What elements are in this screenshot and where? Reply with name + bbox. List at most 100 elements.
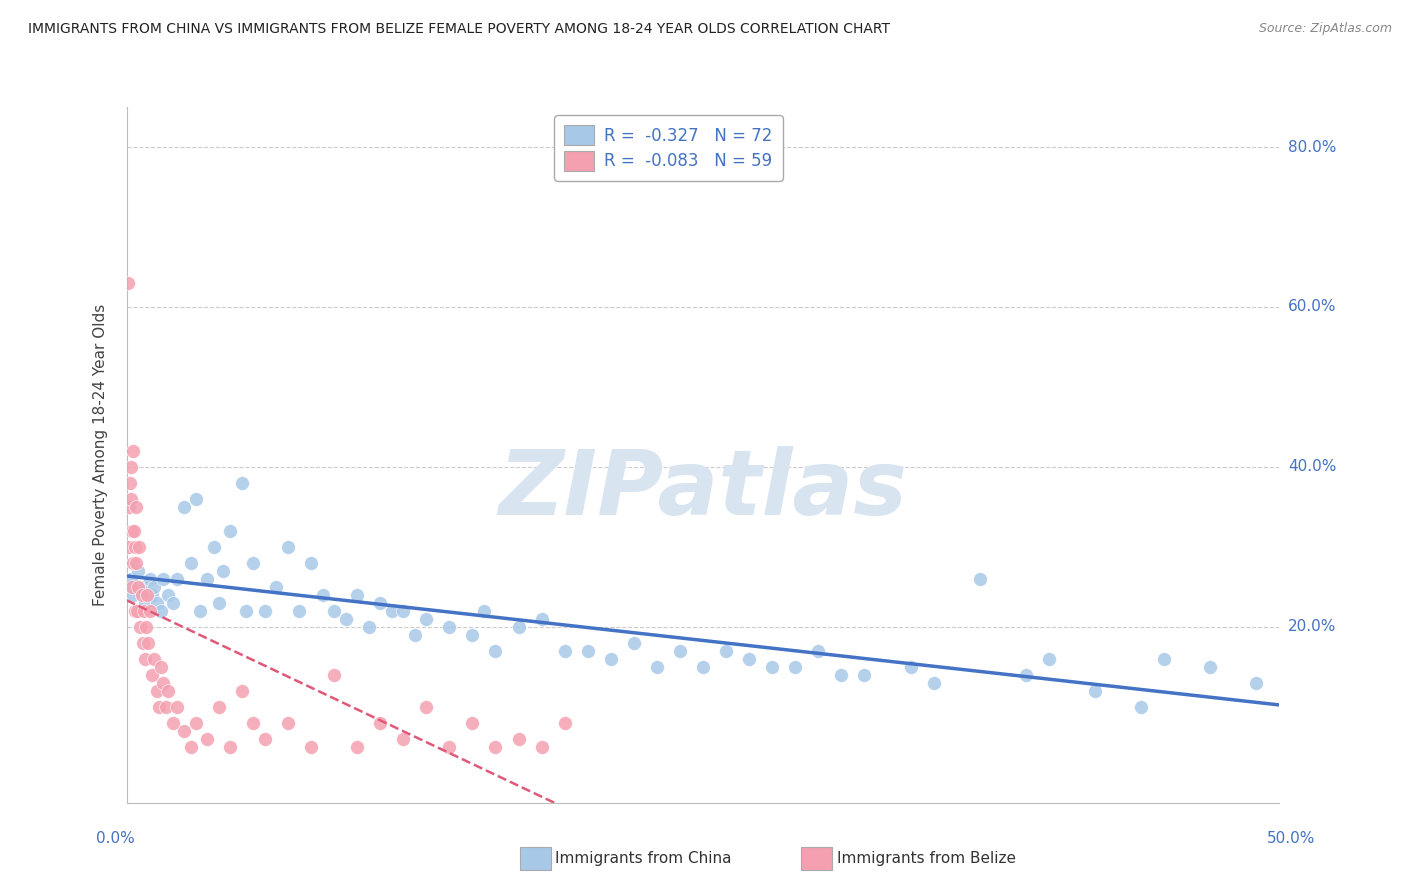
Point — [195, 731, 218, 746]
Point — [120, 572, 142, 586]
Point — [143, 652, 166, 666]
Point — [922, 676, 945, 690]
Point — [381, 604, 404, 618]
Point — [188, 604, 211, 618]
Point — [184, 491, 207, 506]
Point — [219, 524, 242, 538]
Point — [131, 636, 153, 650]
Point — [645, 660, 668, 674]
Point — [738, 652, 761, 666]
Point — [121, 580, 143, 594]
Point — [166, 572, 188, 586]
Point — [121, 524, 143, 538]
Point — [404, 628, 426, 642]
Point — [830, 668, 852, 682]
Point — [141, 588, 163, 602]
Point — [807, 644, 830, 658]
Point — [1130, 699, 1153, 714]
Point — [277, 715, 299, 730]
Point — [235, 604, 257, 618]
Point — [288, 604, 311, 618]
Point — [184, 715, 207, 730]
Point — [118, 580, 141, 594]
Point — [392, 604, 415, 618]
Point — [853, 668, 876, 682]
Point — [128, 540, 150, 554]
Point — [785, 660, 807, 674]
Point — [669, 644, 692, 658]
Point — [323, 668, 346, 682]
Point — [129, 620, 152, 634]
Point — [599, 652, 621, 666]
Point — [134, 652, 156, 666]
Point — [118, 540, 141, 554]
Point — [120, 459, 142, 474]
Point — [692, 660, 714, 674]
Point — [623, 636, 645, 650]
Point — [122, 588, 145, 602]
Point — [415, 699, 437, 714]
Point — [530, 739, 553, 754]
Point — [125, 556, 148, 570]
Point — [461, 628, 484, 642]
Point — [141, 668, 163, 682]
Point — [135, 620, 157, 634]
Point — [148, 699, 170, 714]
Point — [136, 588, 159, 602]
Point — [202, 540, 225, 554]
Point — [132, 604, 155, 618]
Point — [472, 604, 495, 618]
Point — [761, 660, 783, 674]
Point — [195, 572, 218, 586]
Text: 40.0%: 40.0% — [1288, 459, 1336, 475]
Point — [208, 596, 231, 610]
Point — [900, 660, 922, 674]
Point — [1153, 652, 1175, 666]
Point — [122, 556, 145, 570]
Point — [439, 620, 461, 634]
Point — [120, 491, 142, 506]
Point — [554, 715, 576, 730]
Point — [266, 580, 288, 594]
Point — [122, 444, 145, 458]
Point — [253, 604, 276, 618]
Text: 20.0%: 20.0% — [1288, 619, 1336, 634]
Point — [180, 739, 202, 754]
Point — [242, 715, 264, 730]
Point — [461, 715, 484, 730]
Point — [219, 739, 242, 754]
Point — [368, 596, 391, 610]
Point — [166, 699, 188, 714]
Point — [508, 620, 530, 634]
Point — [155, 699, 177, 714]
Point — [173, 500, 195, 514]
Point — [124, 540, 146, 554]
Point — [1199, 660, 1222, 674]
Point — [231, 475, 253, 490]
Text: 0.0%: 0.0% — [96, 830, 135, 846]
Point — [157, 588, 180, 602]
Point — [714, 644, 737, 658]
Text: ZIPatlas: ZIPatlas — [499, 446, 907, 533]
Point — [1084, 683, 1107, 698]
Point — [299, 739, 322, 754]
Point — [138, 572, 160, 586]
Point — [346, 739, 368, 754]
Text: 60.0%: 60.0% — [1288, 300, 1336, 315]
Point — [311, 588, 333, 602]
Point — [150, 604, 173, 618]
Point — [392, 731, 415, 746]
Point — [122, 524, 145, 538]
Point — [152, 676, 174, 690]
Point — [150, 660, 173, 674]
Point — [368, 715, 391, 730]
Point — [180, 556, 202, 570]
Point — [208, 699, 231, 714]
Text: 50.0%: 50.0% — [1267, 830, 1315, 846]
Point — [131, 588, 153, 602]
Point — [530, 612, 553, 626]
Point — [125, 500, 148, 514]
Point — [415, 612, 437, 626]
Point — [125, 604, 148, 618]
Text: 80.0%: 80.0% — [1288, 139, 1336, 154]
